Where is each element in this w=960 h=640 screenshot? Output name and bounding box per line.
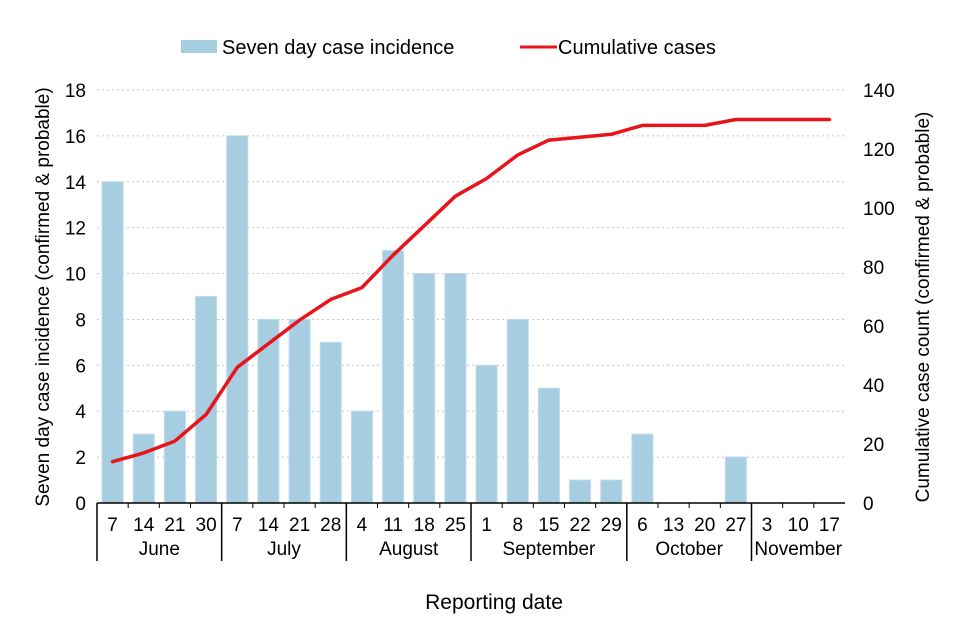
bar xyxy=(350,410,373,504)
y-axis-left: 0 2 4 6 8 10 12 14 16 18 xyxy=(65,81,87,515)
y2-tick-label: 20 xyxy=(863,435,884,456)
x-tick-label: 27 xyxy=(725,515,746,536)
legend-line-label: Cumulative cases xyxy=(558,37,716,59)
bar xyxy=(413,273,436,504)
bar xyxy=(257,318,280,504)
y2-tick-label: 120 xyxy=(863,140,895,161)
y-axis-right-title: Cumulative case count (confirmed & proba… xyxy=(913,112,934,503)
y-tick-label: 2 xyxy=(75,448,86,469)
x-tick-label: 17 xyxy=(819,515,840,536)
x-tick-label: 28 xyxy=(320,515,341,536)
x-tick-label: 14 xyxy=(133,515,155,536)
x-tick-label: 25 xyxy=(445,515,466,536)
y-axis-left-title: Seven day case incidence (confirmed & pr… xyxy=(33,87,54,506)
bar xyxy=(600,479,623,504)
x-tick-label: 8 xyxy=(512,515,523,536)
bar xyxy=(631,433,654,504)
y2-tick-label: 40 xyxy=(863,376,884,397)
bar xyxy=(226,135,249,504)
legend-bar-swatch xyxy=(181,40,217,53)
month-label: October xyxy=(655,539,723,560)
y-tick-label: 16 xyxy=(65,127,86,148)
month-label: September xyxy=(502,539,596,560)
y2-tick-label: 140 xyxy=(863,81,895,102)
y-tick-label: 18 xyxy=(65,81,86,102)
y2-tick-label: 80 xyxy=(863,258,884,279)
y-tick-label: 6 xyxy=(75,356,86,377)
bars xyxy=(101,135,747,504)
x-tick-label: 13 xyxy=(663,515,684,536)
bar xyxy=(444,273,467,504)
line-layer xyxy=(110,117,832,464)
y-tick-label: 14 xyxy=(65,173,87,194)
x-axis: 7 14 21 30 7 14 21 28 4 11 18 25 1 8 15 22 29 6 13 20 27 3 10 1… xyxy=(96,502,845,561)
x-tick-label: 7 xyxy=(232,515,243,536)
x-tick-label: 20 xyxy=(694,515,715,536)
x-axis-title: Reporting date xyxy=(425,591,563,614)
bar xyxy=(569,479,592,504)
x-tick-label: 10 xyxy=(788,515,809,536)
bar xyxy=(724,456,747,504)
x-tick-label: 6 xyxy=(637,515,648,536)
month-label: July xyxy=(267,539,301,560)
bar xyxy=(101,181,124,504)
bar xyxy=(195,296,218,504)
bar xyxy=(319,341,342,504)
y-tick-label: 10 xyxy=(65,265,86,286)
x-tick-label: 15 xyxy=(538,515,559,536)
y2-tick-label: 0 xyxy=(863,494,874,515)
month-label: June xyxy=(139,539,180,560)
x-tick-label: 4 xyxy=(357,515,368,536)
month-label: November xyxy=(754,539,842,560)
x-tick-label: 11 xyxy=(383,515,403,536)
y-tick-label: 8 xyxy=(75,310,86,331)
x-tick-label: 18 xyxy=(414,515,435,536)
cumulative-cases-line xyxy=(110,117,832,464)
x-tick-label: 21 xyxy=(164,515,185,536)
x-tick-label: 1 xyxy=(481,515,492,536)
x-tick-label: 21 xyxy=(289,515,310,536)
x-tick-label: 29 xyxy=(601,515,622,536)
y-tick-label: 0 xyxy=(75,494,86,515)
bar xyxy=(132,433,155,504)
y2-tick-label: 100 xyxy=(863,199,895,220)
legend-bar-label: Seven day case incidence xyxy=(222,37,454,59)
x-tick-label: 7 xyxy=(107,515,118,536)
x-tick-label: 30 xyxy=(196,515,217,536)
legend: Seven day case incidence Cumulative case… xyxy=(181,37,716,59)
bar xyxy=(163,410,186,504)
y2-tick-label: 60 xyxy=(863,317,884,338)
x-tick-label: 22 xyxy=(570,515,591,536)
y-tick-label: 4 xyxy=(75,402,86,423)
bar xyxy=(288,318,311,504)
x-tick-label: 3 xyxy=(762,515,773,536)
x-tick-label: 14 xyxy=(258,515,280,536)
bar xyxy=(382,250,405,504)
bar xyxy=(537,387,560,504)
bar xyxy=(475,364,498,504)
y-axis-right: 0 20 40 60 80 100 120 140 xyxy=(863,81,895,515)
bar xyxy=(506,318,529,504)
month-label: August xyxy=(379,539,439,560)
y-tick-label: 12 xyxy=(65,219,86,240)
